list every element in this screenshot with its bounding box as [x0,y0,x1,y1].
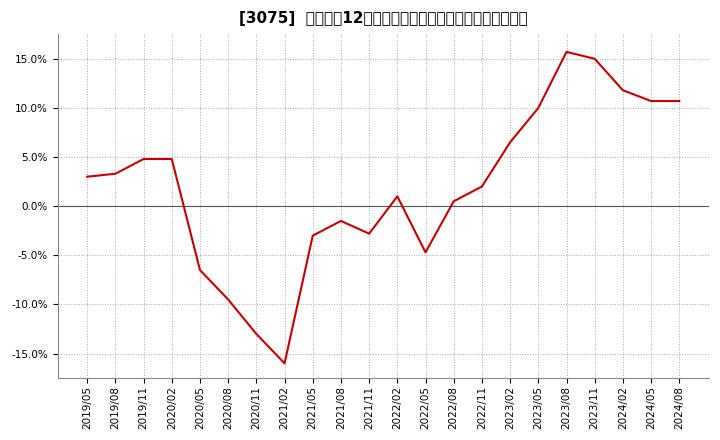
Title: [3075]  売上高の12か月移動合計の対前年同期増減率の推移: [3075] 売上高の12か月移動合計の対前年同期増減率の推移 [239,11,528,26]
